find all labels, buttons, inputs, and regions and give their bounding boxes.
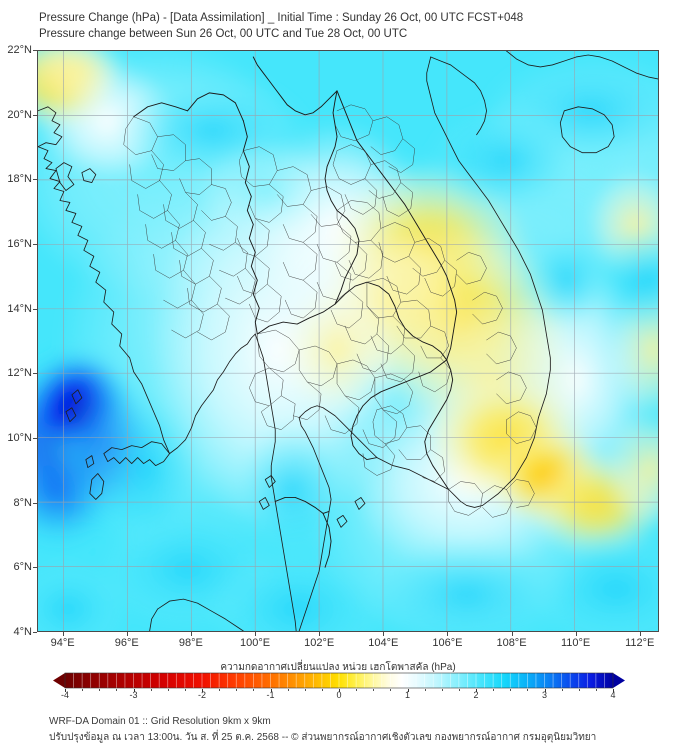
- x-axis-tick: [190, 632, 192, 636]
- pressure-change-heatmap: [38, 51, 658, 631]
- y-axis-tick-label: 16°N: [7, 238, 32, 250]
- y-axis-tick: [33, 438, 37, 439]
- colorbar-tick-minor: [527, 689, 529, 691]
- colorbar-tick-minor: [99, 689, 101, 691]
- colorbar-tick-minor: [493, 689, 495, 691]
- y-axis-tick: [33, 114, 37, 116]
- x-axis-tick-label: 102°E: [304, 637, 335, 649]
- colorbar-tick-major: [133, 689, 135, 692]
- y-axis-tick: [33, 567, 37, 569]
- colorbar-tick-major: [544, 689, 546, 692]
- colorbar-tick-minor: [578, 689, 580, 691]
- colorbar-tick-label: -4: [60, 690, 70, 700]
- page-subtitle: Pressure change between Sun 26 Oct, 00 U…: [39, 27, 408, 40]
- x-axis-tick: [511, 632, 513, 636]
- colorbar-tick-minor: [167, 689, 169, 691]
- x-axis-tick-label: 108°E: [496, 637, 527, 649]
- colorbar-tick-minor: [82, 689, 84, 691]
- colorbar-tick-minor: [561, 689, 563, 691]
- colorbar-tick-major: [202, 689, 203, 692]
- y-axis-tick: [33, 50, 37, 51]
- page-title: Pressure Change (hPa) - [Data Assimilati…: [39, 12, 524, 24]
- pressure-field-blobs: [38, 51, 658, 631]
- x-axis-tick: [383, 632, 385, 636]
- colorbar-tick-major: [65, 689, 66, 692]
- y-axis-tick: [33, 244, 37, 245]
- colorbar-tick-minor: [373, 689, 375, 691]
- colorbar-tick-major: [407, 689, 409, 692]
- colorbar-tick-label: 4: [610, 690, 616, 700]
- x-axis-tick: [62, 632, 64, 636]
- coastline-layer: [38, 51, 658, 631]
- colorbar-tick-label: -1: [266, 690, 275, 700]
- province-border-layer: [123, 104, 537, 518]
- y-axis-tick-label: 18°N: [7, 173, 32, 186]
- colorbar-tick-minor: [236, 689, 238, 691]
- y-axis-tick-label: 20°N: [7, 108, 32, 121]
- colorbar-tick-major: [613, 689, 614, 692]
- x-axis-tick: [639, 632, 641, 636]
- colorbar-tick-label: 1: [404, 690, 411, 700]
- y-axis-tick: [33, 502, 37, 504]
- y-axis-tick-label: 8°N: [13, 496, 32, 509]
- colorbar-tick-minor: [424, 689, 426, 691]
- colorbar-tick-label: 0: [336, 690, 342, 700]
- y-axis-tick-label: 4°N: [13, 626, 32, 638]
- x-axis-tick: [126, 632, 128, 636]
- colorbar-tick-minor: [390, 689, 392, 691]
- x-axis-tick-label: 98°E: [178, 637, 203, 649]
- colorbar-title: ความกดอากาศเปลี่ยนแปลง หน่วย เฮกโตพาสคัล…: [220, 662, 456, 673]
- footer-line-credit: ปรับปรุงข้อมูล ณ เวลา 13:00น. วัน ส. ที่…: [49, 732, 597, 743]
- y-axis-tick-label: 6°N: [13, 561, 32, 574]
- colorbar-tick-minor: [321, 689, 323, 691]
- colorbar-gradient: [53, 672, 625, 689]
- x-axis-tick-label: 110°E: [560, 637, 591, 649]
- y-axis-tick: [33, 373, 37, 375]
- x-axis-tick-label: 96°E: [114, 637, 139, 649]
- y-axis-tick: [33, 632, 37, 633]
- chart-title-block: Pressure Change (hPa) - [Data Assimilati…: [39, 11, 523, 42]
- colorbar-tick-minor: [304, 689, 306, 691]
- x-axis-tick-label: 100°E: [239, 637, 271, 649]
- colorbar-tick-minor: [184, 689, 186, 691]
- y-axis-tick-label: 10°N: [7, 432, 32, 444]
- colorbar-tick-minor: [458, 689, 460, 691]
- map-plot-area: [37, 50, 659, 632]
- footer-line-model: WRF-DA Domain 01 :: Grid Resolution 9km …: [49, 716, 271, 727]
- colorbar-tick-minor: [219, 689, 221, 691]
- colorbar-tick-minor: [150, 689, 152, 691]
- colorbar-tick-minor: [510, 689, 512, 691]
- colorbar-tick-minor: [253, 689, 255, 691]
- colorbar-tick-minor: [356, 689, 358, 691]
- y-axis-tick: [33, 179, 37, 181]
- x-axis-tick-label: 104°E: [368, 637, 399, 649]
- footer-block: WRF-DA Domain 01 :: Grid Resolution 9km …: [49, 714, 596, 746]
- colorbar-tick-minor: [287, 689, 289, 691]
- colorbar-tick-minor: [595, 689, 597, 691]
- colorbar-tick-major: [476, 689, 477, 692]
- colorbar: [53, 672, 625, 689]
- national-border-layer: [133, 56, 458, 568]
- y-axis-tick: [33, 308, 37, 310]
- colorbar-tick-label: -3: [129, 690, 138, 700]
- colorbar-tick-minor: [116, 689, 118, 691]
- x-axis-tick: [447, 632, 449, 636]
- x-axis-tick-label: 94°E: [50, 637, 75, 649]
- x-axis-tick: [255, 632, 257, 636]
- x-axis-tick: [319, 632, 321, 636]
- x-axis-tick: [575, 632, 577, 636]
- map-frame: [37, 50, 659, 632]
- y-axis-tick-label: 22°N: [7, 44, 32, 56]
- colorbar-tick-label: 2: [473, 690, 479, 700]
- y-axis-tick-label: 12°N: [7, 367, 32, 380]
- y-axis-tick-label: 14°N: [7, 302, 32, 315]
- colorbar-tick-minor: [441, 689, 443, 691]
- x-axis-tick-label: 106°E: [432, 637, 463, 649]
- x-axis-tick-label: 112°E: [625, 637, 655, 649]
- colorbar-tick-major: [339, 689, 340, 692]
- colorbar-tick-major: [270, 689, 272, 692]
- colorbar-tick-label: 3: [541, 690, 548, 700]
- colorbar-tick-label: -2: [197, 690, 207, 700]
